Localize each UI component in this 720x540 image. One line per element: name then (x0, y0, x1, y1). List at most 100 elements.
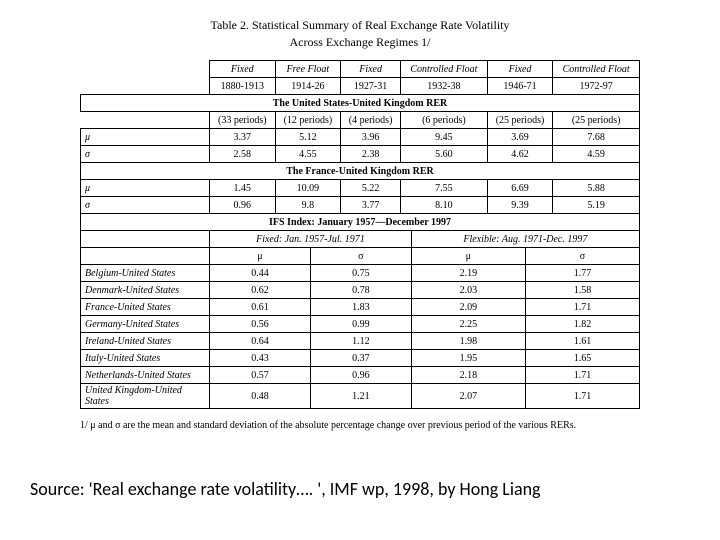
value-cell: 1.61 (525, 333, 639, 350)
footnote: 1/ μ and σ are the mean and standard dev… (80, 419, 640, 432)
regime-name: Fixed (487, 61, 553, 78)
sigma-row: σ 2.58 4.55 2.38 5.60 4.62 4.59 (81, 146, 640, 163)
row-label-mu: μ (81, 180, 210, 197)
periods-cell: (12 periods) (275, 112, 341, 129)
sym-mu: μ (210, 248, 311, 265)
section-header-row: IFS Index: January 1957—December 1997 (81, 214, 640, 231)
value-cell: 4.59 (553, 146, 640, 163)
value-cell: 3.96 (341, 129, 401, 146)
table-title: Table 2. Statistical Summary of Real Exc… (40, 18, 680, 33)
value-cell: 9.8 (275, 197, 341, 214)
value-cell: 1.71 (525, 384, 639, 409)
table-row: Germany-United States0.560.992.251.82 (81, 316, 640, 333)
mu-row: μ 1.45 10.09 5.22 7.55 6.69 5.88 (81, 180, 640, 197)
value-cell: 9.45 (401, 129, 488, 146)
table-row: Denmark-United States0.620.782.031.58 (81, 282, 640, 299)
value-cell: 1.58 (525, 282, 639, 299)
table-row: United Kingdom-United States0.481.212.07… (81, 384, 640, 409)
ifs-col-left: Fixed: Jan. 1957-Jul. 1971 (210, 231, 412, 248)
ifs-symbol-row: μ σ μ σ (81, 248, 640, 265)
value-cell: 3.37 (210, 129, 276, 146)
periods-cell: (33 periods) (210, 112, 276, 129)
regime-name: Fixed (210, 61, 276, 78)
value-cell: 0.57 (210, 367, 311, 384)
value-cell: 5.12 (275, 129, 341, 146)
country-pair-label: Netherlands-United States (81, 367, 210, 384)
value-cell: 0.37 (310, 350, 411, 367)
value-cell: 1.98 (411, 333, 525, 350)
sym-sigma: σ (310, 248, 411, 265)
regime-name: Fixed (341, 61, 401, 78)
country-pair-label: Italy-United States (81, 350, 210, 367)
value-cell: 5.60 (401, 146, 488, 163)
value-cell: 2.07 (411, 384, 525, 409)
value-cell: 3.69 (487, 129, 553, 146)
value-cell: 0.75 (310, 265, 411, 282)
table-row: Netherlands-United States0.570.962.181.7… (81, 367, 640, 384)
ifs-regime-row: Fixed: Jan. 1957-Jul. 1971 Flexible: Aug… (81, 231, 640, 248)
value-cell: 1.45 (210, 180, 276, 197)
value-cell: 4.55 (275, 146, 341, 163)
value-cell: 0.64 (210, 333, 311, 350)
country-pair-label: United Kingdom-United States (81, 384, 210, 409)
sym-sigma: σ (525, 248, 639, 265)
value-cell: 7.68 (553, 129, 640, 146)
periods-cell: (25 periods) (553, 112, 640, 129)
value-cell: 1.12 (310, 333, 411, 350)
periods-cell: (4 periods) (341, 112, 401, 129)
section-header: IFS Index: January 1957—December 1997 (81, 214, 640, 231)
row-label-sigma: σ (81, 146, 210, 163)
country-pair-label: France-United States (81, 299, 210, 316)
section-header: The United States-United Kingdom RER (81, 95, 640, 112)
regime-range: 1946-71 (487, 78, 553, 95)
ifs-table: Fixed: Jan. 1957-Jul. 1971 Flexible: Aug… (80, 230, 640, 409)
periods-cell: (25 periods) (487, 112, 553, 129)
regime-range-row: 1880-1913 1914-26 1927-31 1932-38 1946-7… (81, 78, 640, 95)
value-cell: 2.58 (210, 146, 276, 163)
country-pair-label: Germany-United States (81, 316, 210, 333)
country-pair-label: Belgium-United States (81, 265, 210, 282)
mu-row: μ 3.37 5.12 3.96 9.45 3.69 7.68 (81, 129, 640, 146)
value-cell: 0.61 (210, 299, 311, 316)
regime-range: 1914-26 (275, 78, 341, 95)
value-cell: 1.21 (310, 384, 411, 409)
country-pair-label: Denmark-United States (81, 282, 210, 299)
value-cell: 4.62 (487, 146, 553, 163)
value-cell: 2.19 (411, 265, 525, 282)
section-header-row: The France-United Kingdom RER (81, 163, 640, 180)
regime-range: 1880-1913 (210, 78, 276, 95)
value-cell: 10.09 (275, 180, 341, 197)
summary-table: Fixed Free Float Fixed Controlled Float … (80, 60, 640, 231)
value-cell: 8.10 (401, 197, 488, 214)
value-cell: 0.99 (310, 316, 411, 333)
section-header: The France-United Kingdom RER (81, 163, 640, 180)
value-cell: 5.19 (553, 197, 640, 214)
regime-range: 1927-31 (341, 78, 401, 95)
sigma-row: σ 0.96 9.8 3.77 8.10 9.39 5.19 (81, 197, 640, 214)
value-cell: 9.39 (487, 197, 553, 214)
value-cell: 0.43 (210, 350, 311, 367)
value-cell: 0.44 (210, 265, 311, 282)
table-row: Belgium-United States0.440.752.191.77 (81, 265, 640, 282)
value-cell: 2.03 (411, 282, 525, 299)
section-header-row: The United States-United Kingdom RER (81, 95, 640, 112)
value-cell: 1.71 (525, 367, 639, 384)
row-label-mu: μ (81, 129, 210, 146)
sym-mu: μ (411, 248, 525, 265)
value-cell: 1.82 (525, 316, 639, 333)
value-cell: 0.96 (210, 197, 276, 214)
value-cell: 5.88 (553, 180, 640, 197)
value-cell: 0.56 (210, 316, 311, 333)
table-row: France-United States0.611.832.091.71 (81, 299, 640, 316)
periods-cell: (6 periods) (401, 112, 488, 129)
regime-name-row: Fixed Free Float Fixed Controlled Float … (81, 61, 640, 78)
ifs-col-right: Flexible: Aug. 1971-Dec. 1997 (411, 231, 639, 248)
value-cell: 2.09 (411, 299, 525, 316)
table-row: Italy-United States0.430.371.951.65 (81, 350, 640, 367)
value-cell: 1.95 (411, 350, 525, 367)
regime-name: Controlled Float (553, 61, 640, 78)
regime-range: 1972-97 (553, 78, 640, 95)
value-cell: 7.55 (401, 180, 488, 197)
value-cell: 2.25 (411, 316, 525, 333)
value-cell: 0.48 (210, 384, 311, 409)
